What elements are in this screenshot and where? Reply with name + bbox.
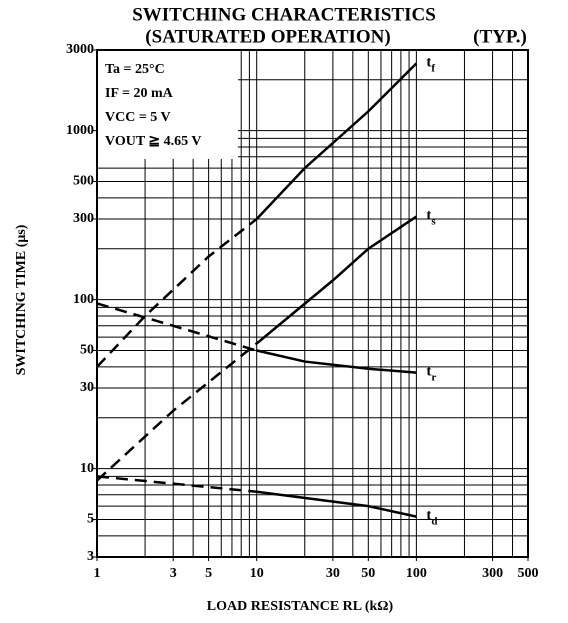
- series-label: tr: [426, 364, 436, 383]
- y-tick-label: 5: [87, 512, 94, 527]
- annotation: VOUT ≧ 4.65 V: [105, 134, 202, 149]
- x-tick-label: 100: [406, 566, 427, 581]
- x-tick-label: 1: [94, 566, 101, 581]
- y-tick-label: 50: [80, 343, 94, 358]
- x-tick-label: 30: [326, 566, 340, 581]
- series-label: tf: [426, 55, 435, 74]
- series-label-main: t: [426, 208, 431, 224]
- y-tick-label: 300: [73, 211, 94, 226]
- y-tick-label: 3000: [66, 42, 94, 57]
- annotation: IF = 20 mA: [105, 86, 174, 101]
- curve-dashed: [96, 302, 258, 352]
- curve-solid: [256, 349, 417, 374]
- y-tick-label: 10: [80, 461, 94, 476]
- series-label-sub: r: [431, 371, 436, 383]
- annotation: Ta = 25°C: [105, 62, 165, 77]
- x-tick-label: 10: [250, 566, 264, 581]
- series-label: td: [426, 508, 437, 527]
- y-tick-label: 1000: [66, 123, 94, 138]
- y-tick-label: 100: [73, 292, 94, 307]
- series-label-main: t: [426, 364, 431, 380]
- x-tick-label: 300: [482, 566, 503, 581]
- curve-dashed: [96, 475, 257, 493]
- series-label-main: t: [426, 508, 431, 524]
- annotation: VCC = 5 V: [105, 110, 171, 125]
- series-label-sub: s: [431, 215, 436, 227]
- chart-note: (TYP.): [473, 26, 527, 47]
- series-label: ts: [426, 208, 436, 227]
- curve-dashed: [96, 342, 258, 482]
- series-label-main: t: [426, 55, 431, 71]
- chart-subtitle: (SATURATED OPERATION): [145, 26, 390, 47]
- annotation-box: [98, 51, 238, 159]
- x-axis-label: LOAD RESISTANCE RL (kΩ): [207, 599, 394, 614]
- y-tick-label: 3: [87, 549, 94, 564]
- y-tick-label: 500: [73, 174, 94, 189]
- curve-solid: [255, 62, 418, 220]
- y-axis-label: SWITCHING TIME (μs): [14, 224, 29, 375]
- chart-title: SWITCHING CHARACTERISTICS: [132, 4, 436, 25]
- x-tick-label: 3: [170, 566, 177, 581]
- x-tick-label: 500: [518, 566, 539, 581]
- x-tick-label: 50: [361, 566, 375, 581]
- x-tick-label: 5: [205, 566, 212, 581]
- series-label-sub: d: [431, 515, 437, 527]
- curve-solid: [255, 215, 418, 345]
- series-label-sub: f: [431, 62, 435, 74]
- curve-solid: [256, 490, 417, 518]
- y-tick-label: 30: [80, 380, 94, 395]
